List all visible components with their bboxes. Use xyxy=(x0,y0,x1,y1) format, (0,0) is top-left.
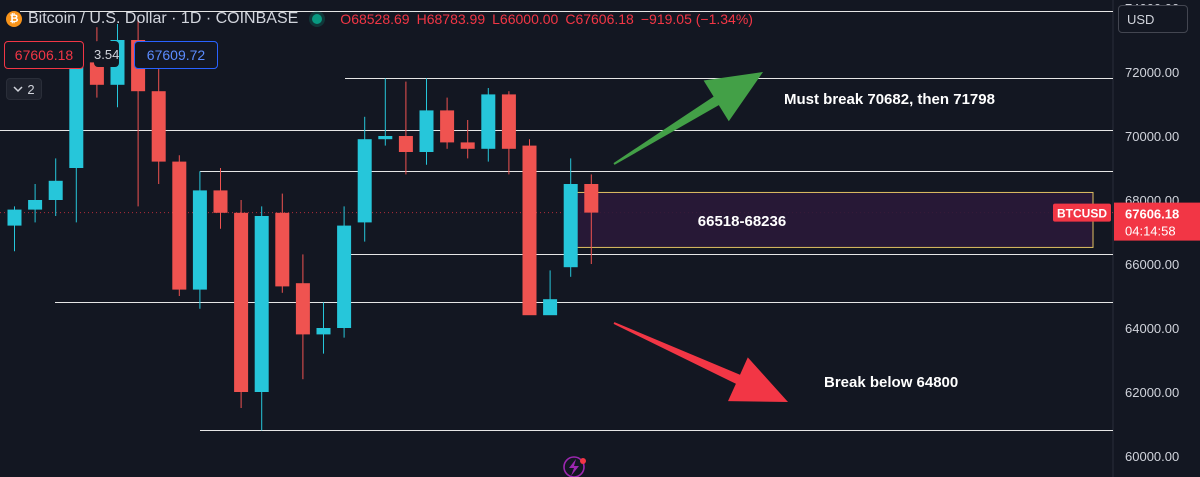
candle-body xyxy=(213,190,228,213)
candle-body xyxy=(89,62,104,85)
symbol-title[interactable]: Bitcoin / U.S. Dollar · 1D · COINBASE xyxy=(28,10,299,27)
spread-value: 3.54 xyxy=(94,41,120,67)
green-up-arrow xyxy=(613,72,763,165)
open-value: 68528.69 xyxy=(351,11,410,27)
candle-body xyxy=(563,184,578,268)
candle-body xyxy=(69,65,84,168)
bolt-icon[interactable] xyxy=(563,456,586,477)
price-zone: 66518-68236 xyxy=(573,191,1094,248)
bitcoin-icon: ₿ xyxy=(6,11,22,27)
symbol-tag-bg xyxy=(1053,203,1111,222)
market-open-icon xyxy=(312,14,323,24)
indicators-toggle[interactable]: 2 xyxy=(6,78,42,100)
annotation-down-text: Break below 64800 xyxy=(824,374,958,391)
candle-body xyxy=(192,190,207,290)
high-label: H xyxy=(416,11,427,27)
price-axis-label: 64000.00 xyxy=(1125,321,1179,336)
zone-label: 66518-68236 xyxy=(698,213,786,230)
symbol-tag: BTCUSD xyxy=(1057,207,1107,221)
price-axis-label: 72000.00 xyxy=(1125,65,1179,80)
price-axis-label: 70000.00 xyxy=(1125,129,1179,144)
candle-body xyxy=(275,212,290,287)
indicators-count: 2 xyxy=(27,81,35,97)
annotation-up-text: Must break 70682, then 71798 xyxy=(784,91,995,108)
buy-button[interactable]: 67609.72 xyxy=(134,41,218,69)
candle-body xyxy=(522,145,537,316)
annotations: Must break 70682, then 71798 Break below … xyxy=(613,72,995,402)
candle-body xyxy=(584,184,599,213)
candle-body xyxy=(440,110,455,143)
candle-body xyxy=(460,142,475,149)
price-axis-label: 60000.00 xyxy=(1125,449,1179,464)
low-value: 66000.00 xyxy=(499,11,559,27)
change-value: −919.05 (−1.34%) xyxy=(640,11,753,27)
chevron-down-icon xyxy=(13,86,23,93)
candle-body xyxy=(398,136,413,152)
candle-body xyxy=(481,94,496,149)
open-label: O xyxy=(340,11,352,27)
price-axis-label: 66000.00 xyxy=(1125,257,1179,272)
price-axis-label: 62000.00 xyxy=(1125,385,1179,400)
candle-body xyxy=(151,91,166,162)
currency-selector[interactable]: USD xyxy=(1118,5,1188,33)
candle-body xyxy=(316,328,331,335)
candle-body xyxy=(295,283,310,335)
symbol-header: ₿ Bitcoin / U.S. Dollar · 1D · COINBASE … xyxy=(6,8,753,30)
candle-body xyxy=(378,136,393,140)
candle-body xyxy=(254,216,269,392)
low-label: L xyxy=(492,11,500,27)
close-value: 67606.18 xyxy=(575,11,634,27)
high-value: 68783.99 xyxy=(426,11,486,27)
candle-body xyxy=(234,212,249,392)
red-down-arrow xyxy=(613,322,788,402)
candle-countdown: 04:14:58 xyxy=(1125,224,1176,239)
zone-rectangle xyxy=(573,191,1094,248)
candle-body xyxy=(419,110,434,152)
candle-body xyxy=(357,139,372,223)
candle-body xyxy=(7,209,22,226)
candle-body xyxy=(337,225,352,328)
last-price-marker: BTCUSD 67606.18 04:14:58 xyxy=(1053,202,1200,241)
last-price-bg xyxy=(1114,202,1200,241)
close-label: C xyxy=(565,11,576,27)
candle-body xyxy=(28,200,43,210)
candle-body xyxy=(501,94,516,149)
candle-body xyxy=(48,180,63,200)
sell-button[interactable]: 67606.18 xyxy=(4,41,84,69)
candle-body xyxy=(543,299,558,316)
candle-body xyxy=(172,161,187,290)
ohlc-values: O68528.69 H68783.99 L66000.00 C67606.18 … xyxy=(340,11,753,27)
last-price-value: 67606.18 xyxy=(1125,207,1179,222)
